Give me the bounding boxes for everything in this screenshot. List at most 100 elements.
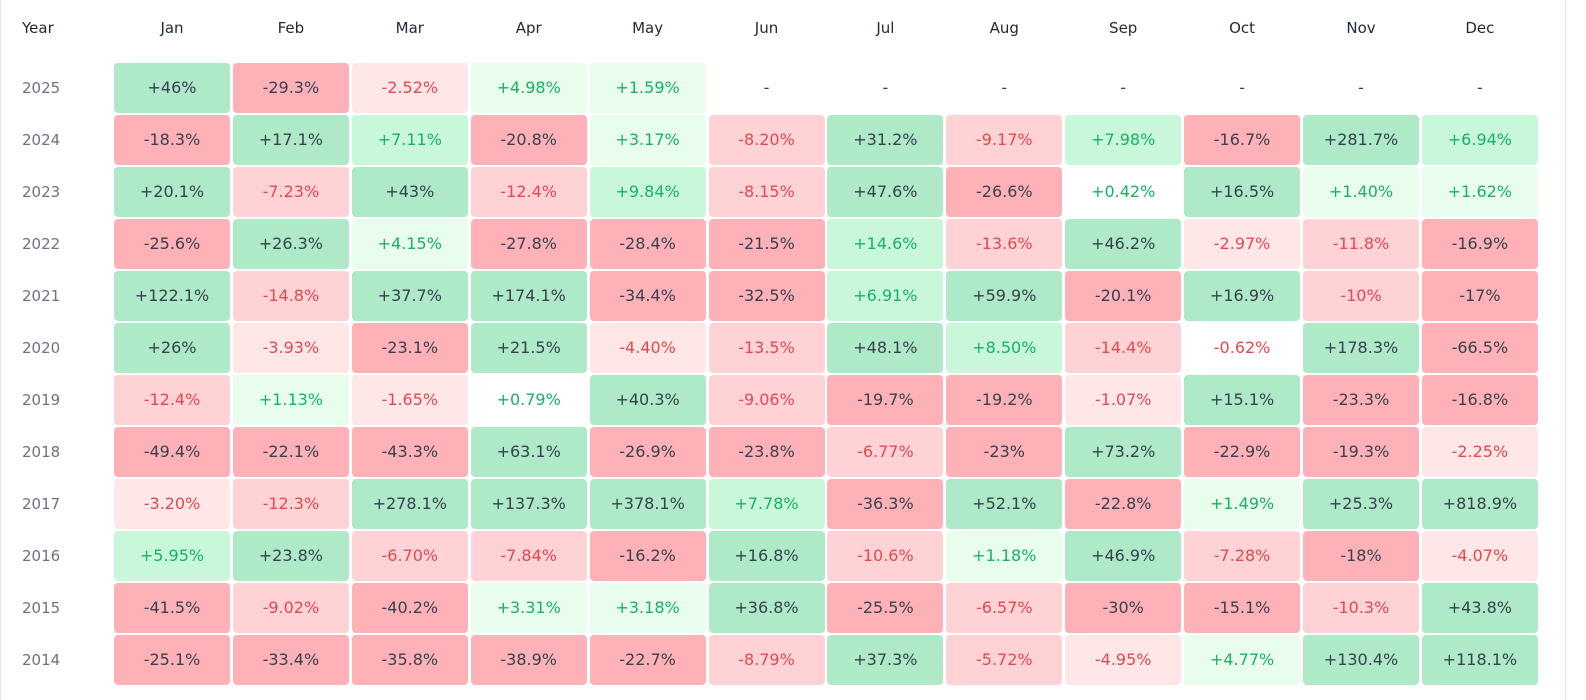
header-month-jan: Jan — [160, 19, 184, 37]
cell-2022-apr: -27.8% — [470, 219, 587, 269]
cell-2022-mar: +4.15% — [351, 219, 468, 269]
cell-2025-mar: -2.52% — [351, 63, 468, 113]
cell-2022-sep: +46.2% — [1065, 219, 1182, 269]
year-label-2016: 2016 — [22, 547, 61, 565]
cell-2019-apr: +0.79% — [496, 390, 561, 409]
cell-2021-apr: +174.1% — [470, 271, 587, 321]
cell-2017-oct: +1.49% — [1184, 479, 1301, 529]
cell-2025-oct: - — [1239, 78, 1245, 97]
cell-2021-dec: -17% — [1421, 271, 1538, 321]
header-month-dec: Dec — [1465, 19, 1495, 37]
cell-2022-feb: +26.3% — [232, 219, 349, 269]
cell-2021-feb: -14.8% — [232, 271, 349, 321]
cell-2017-aug: +52.1% — [946, 479, 1063, 529]
cell-2023-apr: -12.4% — [470, 167, 587, 217]
cell-2024-jul: +31.2% — [827, 115, 944, 165]
cell-2016-aug: +1.18% — [946, 531, 1063, 581]
header-month-jul: Jul — [876, 19, 895, 37]
header-month-oct: Oct — [1229, 19, 1256, 37]
cell-2017-may: +378.1% — [589, 479, 706, 529]
cell-2016-feb: +23.8% — [232, 531, 349, 581]
cell-2023-jun: -8.15% — [708, 167, 825, 217]
cell-2021-jun: -32.5% — [708, 271, 825, 321]
cell-2014-mar: -35.8% — [351, 635, 468, 685]
year-label-2015: 2015 — [22, 599, 61, 617]
cell-2022-jun: -21.5% — [708, 219, 825, 269]
cell-2017-nov: +25.3% — [1303, 479, 1419, 529]
cell-2024-feb: +17.1% — [232, 115, 349, 165]
cell-2017-sep: -22.8% — [1065, 479, 1182, 529]
cell-2022-jan: -25.6% — [114, 219, 230, 269]
cell-2016-jul: -10.6% — [827, 531, 944, 581]
cell-2025-dec: - — [1477, 78, 1483, 97]
cell-2015-sep: -30% — [1065, 583, 1182, 633]
cell-2020-jul: +48.1% — [827, 323, 944, 373]
cell-2022-dec: -16.9% — [1421, 219, 1538, 269]
cell-2019-may: +40.3% — [589, 375, 706, 425]
cell-2024-jan: -18.3% — [114, 115, 230, 165]
cell-2017-jul: -36.3% — [827, 479, 944, 529]
cell-2015-oct: -15.1% — [1184, 583, 1301, 633]
cell-2021-sep: -20.1% — [1065, 271, 1182, 321]
cell-2014-sep: -4.95% — [1065, 635, 1182, 685]
cell-2018-dec: -2.25% — [1421, 427, 1538, 477]
cell-2023-may: +9.84% — [589, 167, 706, 217]
cell-2020-aug: +8.50% — [946, 323, 1063, 373]
cell-2020-dec: -66.5% — [1421, 323, 1538, 373]
cell-2020-apr: +21.5% — [470, 323, 587, 373]
cell-2014-jun: -8.79% — [708, 635, 825, 685]
cell-2024-aug: -9.17% — [946, 115, 1063, 165]
cell-2016-jun: +16.8% — [708, 531, 825, 581]
cell-2025-apr: +4.98% — [470, 63, 587, 113]
cell-2025-nov: - — [1358, 78, 1364, 97]
cell-2020-mar: -23.1% — [351, 323, 468, 373]
cell-2021-nov: -10% — [1303, 271, 1419, 321]
cell-2018-nov: -19.3% — [1303, 427, 1419, 477]
cell-2015-jun: +36.8% — [708, 583, 825, 633]
cell-2014-jul: +37.3% — [827, 635, 944, 685]
cell-2023-jul: +47.6% — [827, 167, 944, 217]
cell-2018-may: -26.9% — [589, 427, 706, 477]
year-label-2023: 2023 — [22, 183, 61, 201]
cell-2023-aug: -26.6% — [946, 167, 1063, 217]
cell-2020-jan: +26% — [114, 323, 230, 373]
cell-2022-may: -28.4% — [589, 219, 706, 269]
cell-2016-jan: +5.95% — [114, 531, 230, 581]
year-label-2014: 2014 — [22, 651, 61, 669]
cell-2015-nov: -10.3% — [1303, 583, 1419, 633]
cell-2021-may: -34.4% — [589, 271, 706, 321]
cell-2024-jun: -8.20% — [708, 115, 825, 165]
cell-2022-oct: -2.97% — [1184, 219, 1301, 269]
cell-2025-sep: - — [1120, 78, 1127, 97]
header-month-nov: Nov — [1346, 19, 1376, 37]
year-label-2020: 2020 — [22, 339, 61, 357]
cell-2023-nov: +1.40% — [1303, 167, 1419, 217]
cell-2015-may: +3.18% — [589, 583, 706, 633]
year-label-2018: 2018 — [22, 443, 61, 461]
header-month-mar: Mar — [395, 19, 424, 37]
cell-2019-dec: -16.8% — [1421, 375, 1538, 425]
header-month-sep: Sep — [1109, 19, 1138, 37]
cell-2019-feb: +1.13% — [232, 375, 349, 425]
cell-2020-jun: -13.5% — [708, 323, 825, 373]
cell-2023-mar: +43% — [351, 167, 468, 217]
cell-2019-sep: -1.07% — [1065, 375, 1182, 425]
cell-2024-mar: +7.11% — [351, 115, 468, 165]
cell-2019-jan: -12.4% — [114, 375, 230, 425]
cell-2023-oct: +16.5% — [1184, 167, 1301, 217]
year-label-2021: 2021 — [22, 287, 61, 305]
cell-2019-nov: -23.3% — [1303, 375, 1419, 425]
cell-2016-nov: -18% — [1303, 531, 1419, 581]
cell-2019-jul: -19.7% — [827, 375, 944, 425]
cell-2024-dec: +6.94% — [1421, 115, 1538, 165]
cell-2016-dec: -4.07% — [1421, 531, 1538, 581]
cell-2015-mar: -40.2% — [351, 583, 468, 633]
cell-2015-jan: -41.5% — [114, 583, 230, 633]
cell-2016-oct: -7.28% — [1184, 531, 1301, 581]
cell-2015-jul: -25.5% — [827, 583, 944, 633]
cell-2014-apr: -38.9% — [470, 635, 587, 685]
cell-2014-dec: +118.1% — [1421, 635, 1538, 685]
cell-2025-aug: - — [1001, 78, 1008, 97]
cell-2014-feb: -33.4% — [232, 635, 349, 685]
